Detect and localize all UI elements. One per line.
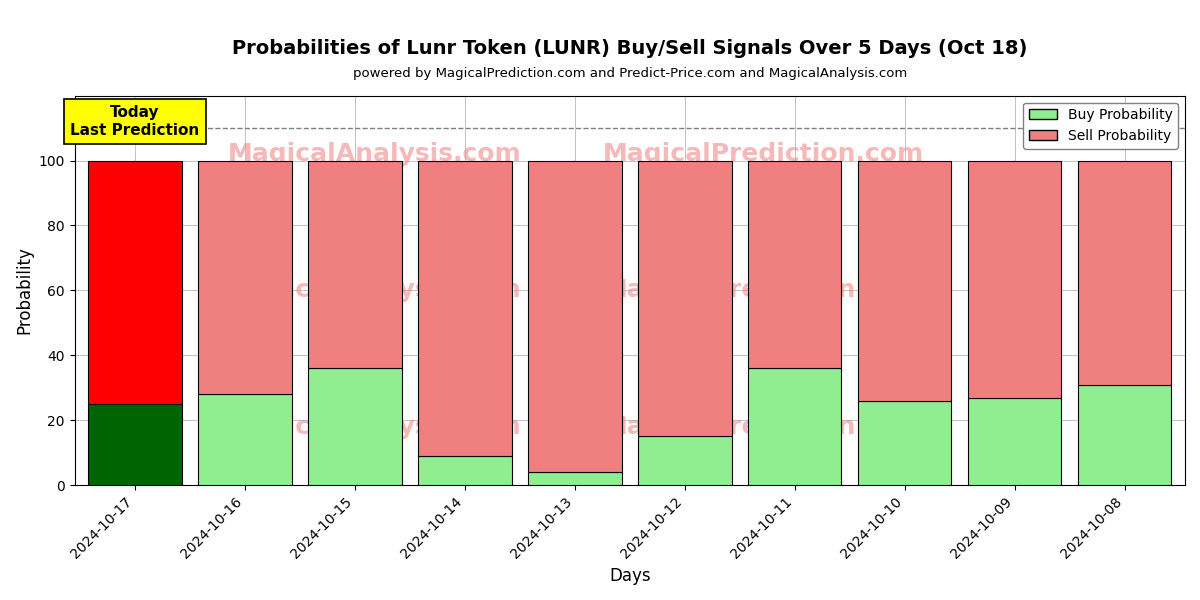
Bar	[528, 472, 622, 485]
Bar	[419, 161, 511, 456]
Bar	[968, 398, 1061, 485]
Legend: Buy Probability, Sell Probability: Buy Probability, Sell Probability	[1024, 103, 1178, 149]
Y-axis label: Probability: Probability	[16, 247, 34, 334]
Bar	[308, 368, 402, 485]
Bar	[638, 161, 732, 436]
Bar	[528, 161, 622, 472]
Text: Today
Last Prediction: Today Last Prediction	[71, 106, 199, 138]
Bar	[198, 394, 292, 485]
Text: MagicalAnalysis.com: MagicalAnalysis.com	[228, 142, 521, 166]
Text: MagicalPrediction.com: MagicalPrediction.com	[602, 142, 924, 166]
Title: Probabilities of Lunr Token (LUNR) Buy/Sell Signals Over 5 Days (Oct 18): Probabilities of Lunr Token (LUNR) Buy/S…	[232, 39, 1027, 58]
Text: MagicalPrediction.com: MagicalPrediction.com	[602, 278, 924, 302]
Bar	[968, 161, 1061, 398]
Bar	[638, 436, 732, 485]
Bar	[419, 456, 511, 485]
Bar	[1078, 385, 1171, 485]
Bar	[308, 161, 402, 368]
Bar	[858, 401, 952, 485]
Bar	[89, 161, 182, 404]
Text: MagicalPrediction.com: MagicalPrediction.com	[602, 415, 924, 439]
Bar	[1078, 161, 1171, 385]
Bar	[858, 161, 952, 401]
Bar	[89, 404, 182, 485]
Bar	[748, 161, 841, 368]
Bar	[198, 161, 292, 394]
Bar	[748, 368, 841, 485]
X-axis label: Days: Days	[610, 567, 650, 585]
Text: powered by MagicalPrediction.com and Predict-Price.com and MagicalAnalysis.com: powered by MagicalPrediction.com and Pre…	[353, 67, 907, 80]
Text: MagicalAnalysis.com: MagicalAnalysis.com	[228, 415, 521, 439]
Text: MagicalAnalysis.com: MagicalAnalysis.com	[228, 278, 521, 302]
